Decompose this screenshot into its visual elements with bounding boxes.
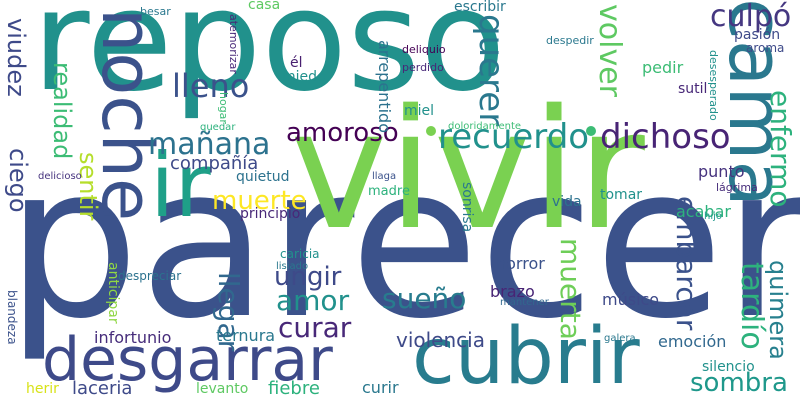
word-infortunio: infortunio (94, 328, 172, 347)
word-querer: querer (471, 14, 511, 127)
word-dichoso: dichoso (600, 117, 731, 157)
word-hijo: hijo (704, 211, 723, 222)
word-horror: horror (496, 254, 545, 273)
word-deliquio: deliquio (402, 43, 446, 56)
word-violencia: violencia (396, 328, 485, 352)
word-herir: herir (26, 381, 59, 397)
word-vivir: vivir (290, 74, 645, 266)
word-hogar: hogar (217, 92, 230, 124)
word-brazo: brazo (490, 282, 535, 301)
word-quedar: quedar (200, 122, 236, 133)
word-curir: curir (362, 378, 399, 397)
word-dolor: doloridamente (448, 121, 522, 132)
word-lagrima: lágrima (716, 181, 758, 194)
word-fiebre: fiebre (268, 378, 320, 399)
word-desesperado: desesperado (707, 50, 720, 121)
word-quimera: quimera (764, 260, 792, 360)
word-pasion: pasión (734, 27, 781, 43)
word-ciego: ciego (4, 148, 32, 213)
word-recuerdo: recuerdo (438, 117, 590, 157)
word-atemorizar: atemorizar (227, 14, 240, 74)
word-el: él (290, 55, 303, 71)
word-emocion: emoción (658, 332, 727, 351)
word-sentir: sentir (74, 152, 102, 221)
word-volver: volver (592, 4, 627, 97)
word-quietud: quietud (236, 169, 290, 185)
word-escribir: escribir (454, 0, 506, 15)
word-principio: principio (240, 206, 301, 222)
word-culpo: culpó (710, 0, 792, 34)
word-mantener: mantener (500, 297, 549, 308)
word-despedir: despedir (546, 34, 594, 47)
word-llegar: llegar (212, 272, 245, 352)
word-vida: vida (552, 194, 582, 210)
word-levanto: levanto (196, 381, 249, 397)
word-anticipar: anticipar (105, 262, 121, 324)
word-arrepentido: arrepentido (375, 40, 394, 133)
word-silencio: silencio (702, 359, 755, 375)
word-despreciar: despreciar (118, 269, 182, 283)
word-parecer: parecer (6, 120, 800, 365)
word-blandeza: blandeza (5, 290, 19, 345)
word-ternura: ternura (216, 326, 276, 345)
word-sombra: sombra (690, 368, 788, 398)
word-miel: miel (404, 103, 435, 119)
word-ir: ir (150, 134, 211, 237)
word-delicioso: delicioso (38, 171, 82, 182)
word-aroma: aroma (746, 41, 785, 55)
word-punto: punto (698, 162, 745, 181)
word-curar: curar (278, 311, 352, 344)
word-lleno: lleno (172, 67, 250, 105)
word-sutil: sutil (678, 81, 708, 97)
word-llaga: llaga (372, 171, 397, 182)
dot-2 (586, 126, 596, 136)
word-enfermo: enfermo (764, 90, 797, 208)
word-cubrir: cubrir (412, 312, 640, 400)
word-casa: casa (248, 0, 281, 13)
word-ungir: ungir (274, 262, 342, 292)
word-pedir: pedir (642, 58, 684, 77)
word-laceria: laceria (72, 378, 133, 399)
word-miedo: miedo (282, 69, 326, 85)
word-tomar: tomar (600, 187, 643, 203)
word-reposo: reposo (32, 0, 506, 123)
word-besar: besar (140, 5, 171, 18)
word-manana: mañana (148, 127, 271, 162)
word-musico: músico (602, 290, 660, 309)
word-sueno: sueño (382, 282, 467, 315)
word-noche: noche (86, 8, 168, 222)
word-lisiado: lisiado (276, 261, 309, 272)
word-madre: madre (368, 184, 410, 199)
word-amor: amor (276, 284, 350, 317)
word-sonrisa: sonrisa (459, 182, 475, 233)
word-muerte: muerte (212, 186, 307, 216)
word-desgarrar: desgarrar (42, 325, 333, 395)
word-acabar: acabar (676, 202, 731, 221)
word-perdido: perdido (402, 61, 444, 74)
word-muerta: muerta (554, 238, 587, 340)
word-embarcar: embarcar (670, 196, 703, 331)
word-realidad: realidad (48, 62, 76, 160)
word-viudez: viudez (2, 18, 30, 97)
word-amoroso: amoroso (286, 118, 399, 148)
word-compania: compañía (170, 153, 259, 174)
word-caricia: caricia (280, 247, 320, 261)
word-cama: cama (712, 0, 800, 207)
dot-1 (426, 126, 436, 136)
word-galera: galera (604, 333, 636, 344)
word-tardio: tardío (734, 262, 769, 350)
